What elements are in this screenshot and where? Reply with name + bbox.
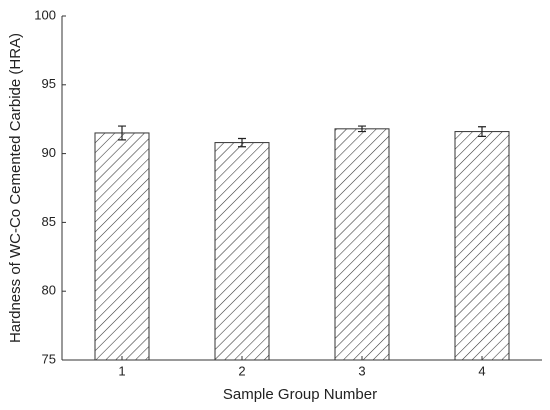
x-axis-label: Sample Group Number [223, 386, 377, 403]
error-bar [358, 125, 366, 133]
x-tick-label: 3 [358, 363, 365, 378]
bar [94, 132, 150, 361]
error-bar [478, 126, 486, 137]
y-tick-label: 85 [42, 214, 56, 229]
x-tick-label: 1 [118, 363, 125, 378]
error-bar [238, 137, 246, 148]
bar [334, 128, 390, 361]
y-tick-label: 100 [34, 7, 56, 22]
bar [214, 142, 270, 361]
y-tick-label: 90 [42, 145, 56, 160]
x-tick-label: 4 [478, 363, 485, 378]
y-axis-label: Hardness of WC-Co Cemented Carbide (HRA) [7, 33, 24, 343]
y-tick-label: 95 [42, 76, 56, 91]
x-tick-label: 2 [238, 363, 245, 378]
bar [454, 131, 510, 361]
y-tick-label: 75 [42, 351, 56, 366]
error-bar [118, 125, 126, 141]
y-tick-label: 80 [42, 283, 56, 298]
